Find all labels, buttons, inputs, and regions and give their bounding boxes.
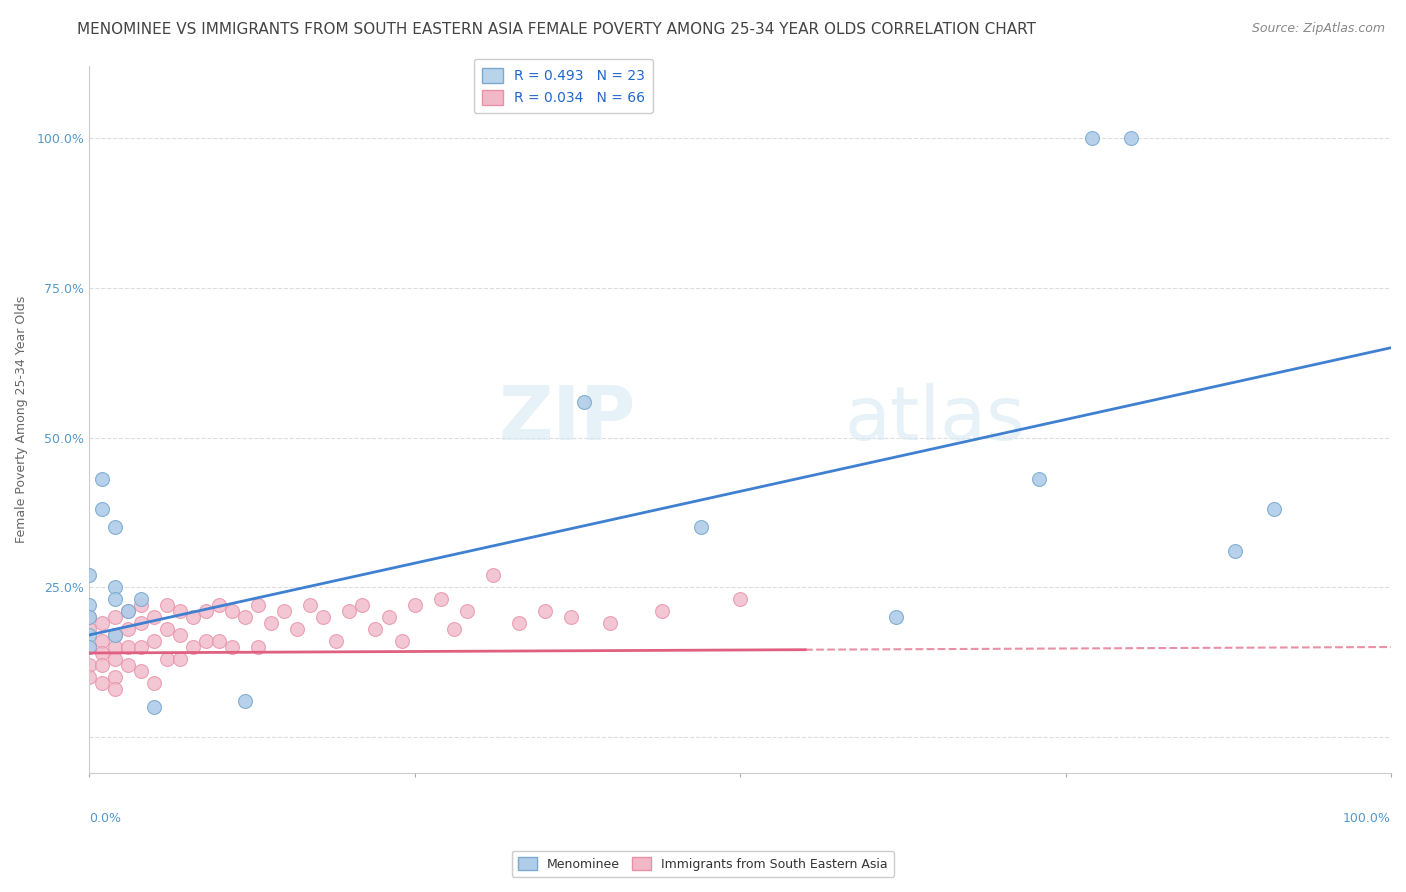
Point [456, 604, 478, 618]
Text: Source: ZipAtlas.com: Source: ZipAtlas.com [1251, 22, 1385, 36]
Point [143, 699, 166, 714]
Point [129, 664, 152, 678]
Point [117, 604, 139, 618]
Point [208, 598, 231, 612]
Point [117, 657, 139, 672]
Point [104, 628, 127, 642]
Point [247, 598, 270, 612]
Point [728, 592, 751, 607]
Point [169, 628, 191, 642]
Point [208, 634, 231, 648]
Point [117, 622, 139, 636]
Point [117, 640, 139, 654]
Point [221, 640, 243, 654]
Point [233, 610, 256, 624]
Point [287, 622, 309, 636]
Point [129, 598, 152, 612]
Point [884, 610, 907, 624]
Text: 100.0%: 100.0% [1343, 812, 1391, 824]
Point [77, 628, 100, 642]
Point [1119, 131, 1142, 145]
Point [129, 640, 152, 654]
Point [91, 472, 114, 486]
Point [195, 604, 218, 618]
Point [339, 604, 361, 618]
Point [1080, 131, 1102, 145]
Point [233, 694, 256, 708]
Point [156, 652, 179, 666]
Point [143, 634, 166, 648]
Point [533, 604, 555, 618]
Point [195, 634, 218, 648]
Text: 0.0%: 0.0% [89, 812, 121, 824]
Point [77, 610, 100, 624]
Point [221, 604, 243, 618]
Point [1263, 502, 1285, 516]
Point [429, 592, 451, 607]
Point [77, 598, 100, 612]
Point [77, 568, 100, 582]
Point [508, 615, 530, 630]
Point [104, 592, 127, 607]
Point [104, 670, 127, 684]
Point [117, 604, 139, 618]
Point [104, 681, 127, 696]
Point [443, 622, 465, 636]
Legend: R = 0.493   N = 23, R = 0.034   N = 66: R = 0.493 N = 23, R = 0.034 N = 66 [474, 59, 654, 113]
Point [91, 615, 114, 630]
Point [690, 520, 713, 534]
Point [560, 610, 582, 624]
Point [91, 646, 114, 660]
Point [404, 598, 426, 612]
Point [129, 615, 152, 630]
Text: MENOMINEE VS IMMIGRANTS FROM SOUTH EASTERN ASIA FEMALE POVERTY AMONG 25-34 YEAR : MENOMINEE VS IMMIGRANTS FROM SOUTH EASTE… [77, 22, 1036, 37]
Point [91, 676, 114, 690]
Point [181, 610, 204, 624]
Point [481, 568, 503, 582]
Point [143, 610, 166, 624]
Point [91, 657, 114, 672]
Point [181, 640, 204, 654]
Legend: Menominee, Immigrants from South Eastern Asia: Menominee, Immigrants from South Eastern… [512, 851, 894, 877]
Point [77, 610, 100, 624]
Text: ZIP: ZIP [499, 383, 636, 456]
Point [1028, 472, 1050, 486]
Point [299, 598, 322, 612]
Point [104, 580, 127, 594]
Point [273, 604, 295, 618]
Point [572, 394, 595, 409]
Point [91, 502, 114, 516]
Point [77, 640, 100, 654]
Point [260, 615, 283, 630]
Point [91, 634, 114, 648]
Point [77, 622, 100, 636]
Point [156, 598, 179, 612]
Point [1223, 544, 1246, 558]
Point [156, 622, 179, 636]
Point [104, 652, 127, 666]
Point [364, 622, 387, 636]
Point [599, 615, 621, 630]
Point [312, 610, 335, 624]
Point [129, 592, 152, 607]
Point [377, 610, 399, 624]
Point [77, 640, 100, 654]
Point [104, 520, 127, 534]
Point [77, 670, 100, 684]
Point [104, 610, 127, 624]
Point [391, 634, 413, 648]
Point [325, 634, 347, 648]
Point [169, 604, 191, 618]
Point [352, 598, 374, 612]
Point [104, 628, 127, 642]
Point [77, 657, 100, 672]
Point [104, 640, 127, 654]
Text: atlas: atlas [844, 383, 1025, 456]
Point [169, 652, 191, 666]
Y-axis label: Female Poverty Among 25-34 Year Olds: Female Poverty Among 25-34 Year Olds [15, 296, 28, 543]
Point [247, 640, 270, 654]
Point [143, 676, 166, 690]
Point [651, 604, 673, 618]
